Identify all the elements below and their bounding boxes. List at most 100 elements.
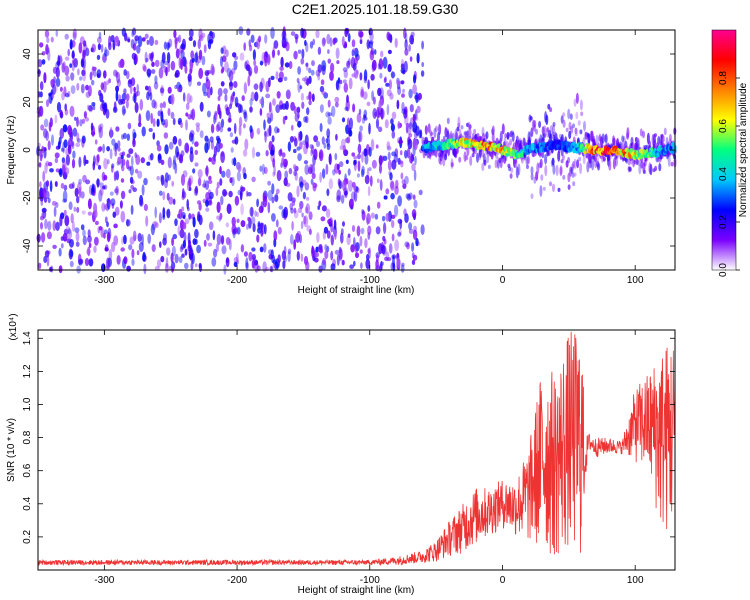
spectrogram-cell	[49, 180, 53, 193]
spectrogram-cell	[182, 56, 187, 67]
spectrogram-cell	[321, 64, 326, 76]
spectrogram-cell	[103, 70, 107, 79]
spectrogram-cell	[281, 152, 286, 158]
spectrogram-cell	[188, 175, 194, 185]
spectrogram-cell	[229, 177, 233, 184]
spectrogram-cell	[113, 235, 119, 246]
spectrogram-cell	[321, 37, 326, 47]
spectrogram-cell	[126, 133, 130, 141]
spectrogram-cell	[230, 92, 235, 103]
spectrogram-cell	[424, 125, 428, 135]
spectrogram-cell	[267, 117, 272, 124]
spectrogram-cell	[258, 205, 264, 214]
spectrogram-cell	[354, 244, 359, 253]
y-tick-label: 0.4	[22, 496, 33, 510]
spectrogram-cell	[340, 228, 344, 235]
spectrogram-cell	[243, 111, 247, 119]
spectrogram-cell	[604, 133, 608, 144]
spectrogram-cell	[552, 134, 556, 141]
spectrogram-cell	[160, 174, 165, 186]
spectrogram-cell	[383, 222, 387, 235]
spectrogram-cell	[97, 146, 102, 153]
spectrogram-cell	[315, 252, 320, 258]
spectrogram-cell	[367, 225, 372, 236]
spectrogram-cell	[84, 258, 90, 266]
spectrogram-cell	[52, 83, 57, 95]
spectrogram-cell	[186, 93, 191, 104]
spectrogram-cell	[211, 156, 216, 165]
spectrogram-cell	[220, 118, 225, 128]
spectrogram-cell	[128, 165, 132, 170]
spectrogram-cell	[63, 236, 67, 242]
spectrogram-cell	[132, 138, 136, 148]
spectrogram-cell	[76, 195, 80, 204]
spectrogram-cell	[75, 231, 80, 242]
spectrogram-cell	[384, 119, 389, 129]
spectrogram-cell	[116, 79, 121, 87]
spectrogram-cell	[73, 206, 77, 212]
spectrogram-cell	[138, 241, 144, 252]
spectrogram-cell	[549, 181, 552, 187]
spectrogram-cell	[251, 146, 256, 159]
spectrogram-cell	[552, 183, 555, 193]
spectrogram-cell	[413, 199, 418, 209]
spectrogram-cell	[601, 133, 605, 144]
spectrogram-cell	[70, 85, 76, 95]
spectrogram-cell	[303, 255, 309, 266]
spectrogram-cell	[504, 133, 508, 139]
spectrogram-cell	[312, 154, 316, 166]
spectrogram-cell	[106, 221, 109, 228]
spectrogram-cell	[159, 241, 162, 249]
spectrogram-cell	[236, 218, 240, 223]
spectrogram-cell	[296, 251, 300, 261]
spectrogram-cell	[565, 127, 569, 132]
spectrogram-cell	[272, 171, 276, 177]
spectrogram-cell	[499, 156, 503, 169]
spectrogram-cell	[115, 89, 119, 102]
spectrogram-cell	[293, 210, 299, 219]
spectrogram-cell	[251, 247, 256, 252]
spectrogram-cell	[162, 191, 166, 201]
colorbar-ticks: 0.0 0.2 0.4 0.6 0.8	[718, 71, 740, 277]
spectrogram-cell	[104, 49, 110, 57]
spectrogram-cell	[275, 71, 279, 80]
spectrogram-cell	[261, 52, 267, 64]
spectrogram-cell	[134, 102, 139, 114]
spectrogram-cell	[51, 200, 57, 206]
spectrogram-cell	[174, 162, 178, 174]
spectrogram-cell	[184, 142, 190, 154]
spectrogram-cell	[402, 88, 405, 94]
spectrogram-cell	[662, 135, 666, 143]
spectrogram-cell	[98, 126, 104, 139]
spectrogram-cell	[131, 258, 135, 266]
spectrogram-cell	[174, 253, 179, 264]
spectrogram-cell	[270, 149, 275, 156]
spectrogram-cell	[259, 165, 263, 172]
spectrogram-cell	[408, 122, 413, 130]
spectrogram-cell	[280, 56, 284, 68]
spectrogram-cell	[83, 154, 87, 167]
spectrogram-cell	[388, 79, 392, 90]
spectrogram-cell	[192, 216, 196, 228]
spectrogram-cell	[353, 159, 358, 165]
spectrogram-cell	[203, 239, 207, 247]
spectrogram-cell	[311, 60, 315, 67]
spectrogram-cell	[515, 166, 519, 179]
spectrogram-cell	[306, 107, 310, 115]
spectrogram-cell	[244, 138, 249, 151]
spectrogram-cell	[473, 129, 477, 134]
spectrogram-cell	[300, 253, 304, 262]
spectrogram-cell	[372, 96, 376, 105]
spectrogram-cell	[106, 231, 111, 243]
spectrogram-cell	[104, 46, 108, 58]
spectrogram-cell	[65, 75, 70, 82]
spectrogram-cell	[233, 81, 238, 88]
spectrogram-cell	[120, 247, 125, 252]
spectrogram-cell	[249, 125, 253, 133]
spectrogram-cell	[185, 119, 188, 131]
spectrogram-cell	[113, 223, 118, 229]
spectrogram-cell	[234, 195, 240, 206]
spectrogram-cell	[109, 191, 114, 196]
spectrogram-cell	[259, 98, 263, 105]
spectrogram-cell	[121, 158, 126, 167]
